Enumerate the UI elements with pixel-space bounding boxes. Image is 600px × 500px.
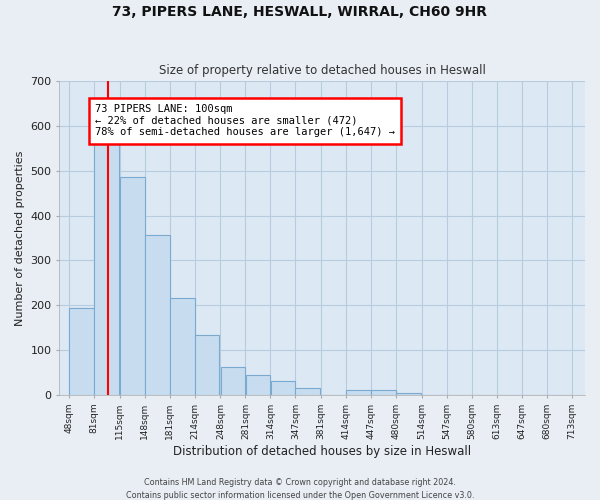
Bar [195, 336, 220, 395]
Title: Size of property relative to detached houses in Heswall: Size of property relative to detached ho… [159, 64, 485, 77]
Bar [271, 380, 295, 395]
Bar [295, 388, 320, 395]
Bar [170, 298, 194, 395]
Bar [371, 390, 396, 395]
X-axis label: Distribution of detached houses by size in Heswall: Distribution of detached houses by size … [173, 444, 471, 458]
Bar [120, 178, 145, 395]
Bar [245, 375, 270, 395]
Y-axis label: Number of detached properties: Number of detached properties [15, 150, 25, 326]
Text: 73, PIPERS LANE, HESWALL, WIRRAL, CH60 9HR: 73, PIPERS LANE, HESWALL, WIRRAL, CH60 9… [113, 5, 487, 19]
Bar [145, 235, 170, 395]
Bar [396, 393, 421, 395]
Text: 73 PIPERS LANE: 100sqm
← 22% of detached houses are smaller (472)
78% of semi-de: 73 PIPERS LANE: 100sqm ← 22% of detached… [95, 104, 395, 138]
Bar [346, 390, 371, 395]
Bar [70, 308, 94, 395]
Bar [94, 135, 119, 395]
Bar [221, 366, 245, 395]
Text: Contains HM Land Registry data © Crown copyright and database right 2024.
Contai: Contains HM Land Registry data © Crown c… [126, 478, 474, 500]
